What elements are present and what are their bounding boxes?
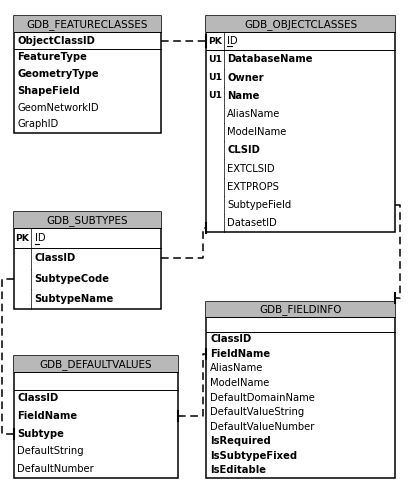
Text: FeatureType: FeatureType bbox=[17, 52, 87, 62]
Text: DefaultValueNumber: DefaultValueNumber bbox=[210, 422, 315, 432]
Bar bbox=[206, 301, 395, 317]
Text: ObjectClassID: ObjectClassID bbox=[17, 35, 95, 45]
Text: GDB_DEFAULTVALUES: GDB_DEFAULTVALUES bbox=[39, 359, 152, 370]
Bar bbox=[14, 16, 161, 133]
Text: IsRequired: IsRequired bbox=[210, 436, 271, 446]
Text: ID: ID bbox=[228, 36, 238, 46]
Text: CLSID: CLSID bbox=[228, 145, 260, 155]
Text: SubtypeName: SubtypeName bbox=[35, 294, 114, 304]
Text: ModelName: ModelName bbox=[228, 127, 287, 137]
Text: U1: U1 bbox=[208, 73, 222, 82]
Text: ShapeField: ShapeField bbox=[17, 86, 80, 96]
Text: IsSubtypeFixed: IsSubtypeFixed bbox=[210, 451, 297, 461]
Text: DefaultDomainName: DefaultDomainName bbox=[210, 393, 315, 403]
Text: ModelName: ModelName bbox=[210, 378, 270, 388]
Bar bbox=[206, 301, 395, 478]
Text: GeomNetworkID: GeomNetworkID bbox=[17, 103, 99, 113]
Text: FieldName: FieldName bbox=[17, 411, 78, 421]
Text: ID: ID bbox=[35, 233, 45, 244]
Text: GDB_FEATURECLASSES: GDB_FEATURECLASSES bbox=[27, 19, 148, 29]
Bar bbox=[14, 356, 178, 478]
Text: ClassID: ClassID bbox=[17, 394, 59, 404]
Text: DatabaseName: DatabaseName bbox=[228, 54, 313, 64]
Text: AliasName: AliasName bbox=[210, 363, 263, 373]
Text: EXTCLSID: EXTCLSID bbox=[228, 164, 275, 174]
Text: SubtypeField: SubtypeField bbox=[228, 200, 292, 210]
Text: PK: PK bbox=[208, 37, 222, 46]
Text: PK: PK bbox=[15, 234, 29, 243]
Text: GDB_OBJECTCLASSES: GDB_OBJECTCLASSES bbox=[244, 19, 358, 29]
Text: Subtype: Subtype bbox=[17, 429, 64, 439]
Text: DefaultValueString: DefaultValueString bbox=[210, 407, 304, 417]
Text: Owner: Owner bbox=[228, 72, 264, 83]
Text: EXTPROPS: EXTPROPS bbox=[228, 182, 279, 192]
Bar bbox=[14, 212, 161, 309]
Text: FieldName: FieldName bbox=[210, 349, 271, 359]
Bar bbox=[14, 212, 161, 228]
Bar bbox=[14, 356, 178, 372]
Text: U1: U1 bbox=[208, 91, 222, 100]
Text: ClassID: ClassID bbox=[210, 334, 252, 344]
Text: GDB_SUBTYPES: GDB_SUBTYPES bbox=[47, 215, 128, 226]
Text: GeometryType: GeometryType bbox=[17, 69, 99, 79]
Text: DatasetID: DatasetID bbox=[228, 218, 277, 228]
Text: GDB_FIELDINFO: GDB_FIELDINFO bbox=[260, 304, 342, 315]
Text: GraphID: GraphID bbox=[17, 119, 59, 130]
Text: IsEditable: IsEditable bbox=[210, 466, 266, 476]
Text: Name: Name bbox=[228, 91, 260, 101]
Bar bbox=[206, 16, 395, 232]
Text: DefaultNumber: DefaultNumber bbox=[17, 464, 94, 474]
Text: DefaultString: DefaultString bbox=[17, 446, 84, 457]
Text: ClassID: ClassID bbox=[35, 253, 76, 263]
Bar bbox=[14, 16, 161, 32]
Text: U1: U1 bbox=[208, 55, 222, 64]
Text: AliasName: AliasName bbox=[228, 109, 281, 119]
Text: SubtypeCode: SubtypeCode bbox=[35, 274, 109, 284]
Bar bbox=[206, 16, 395, 32]
